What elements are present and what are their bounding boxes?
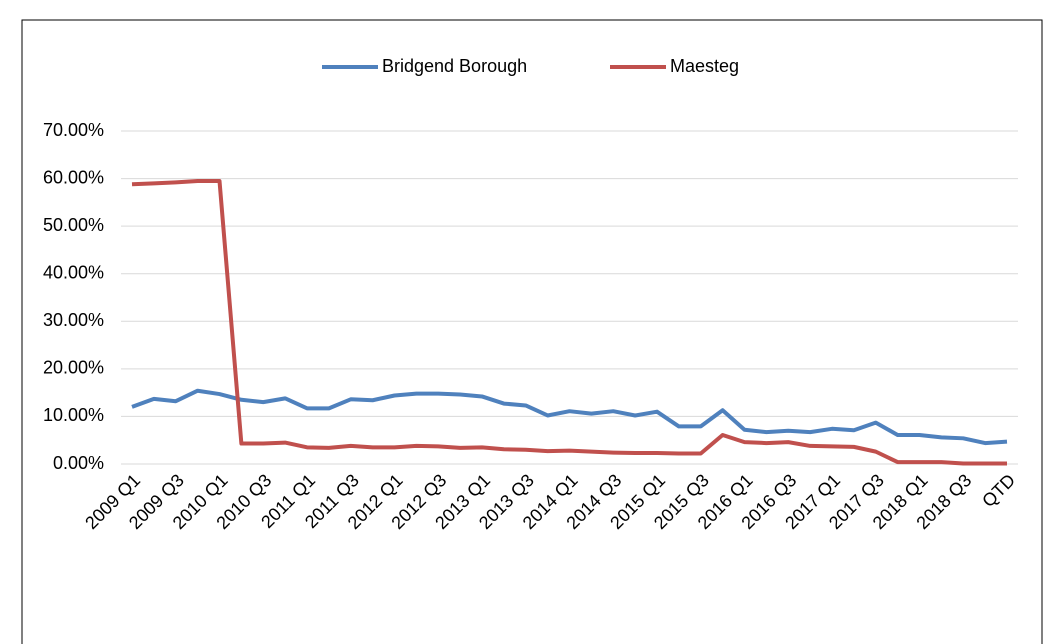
x-tick-label: QTD: [978, 470, 1019, 511]
y-tick-label: 60.00%: [43, 167, 104, 187]
chart-border: [21, 19, 1043, 644]
y-tick-label: 70.00%: [43, 120, 104, 140]
y-tick-label: 40.00%: [43, 262, 104, 282]
y-tick-label: 20.00%: [43, 358, 104, 378]
y-tick-label: 10.00%: [43, 405, 104, 425]
legend-label: Maesteg: [670, 56, 739, 76]
y-tick-label: 0.00%: [53, 453, 104, 473]
legend-label: Bridgend Borough: [382, 56, 527, 76]
series-line: [131, 388, 1008, 446]
series-line: [131, 178, 1007, 466]
y-tick-label: 30.00%: [43, 310, 104, 330]
y-tick-label: 50.00%: [43, 215, 104, 235]
